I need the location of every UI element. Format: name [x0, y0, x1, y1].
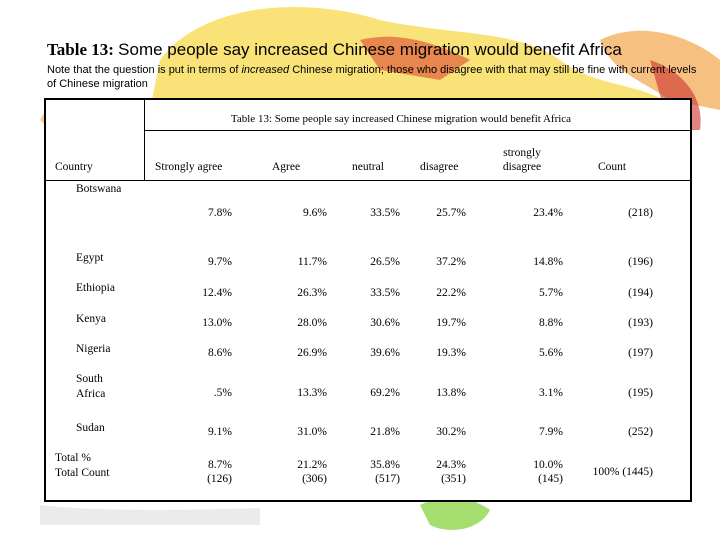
row-egypt-strongly-agree: 9.7% [208, 256, 232, 268]
header-strongly-disagree-line2: disagree [502, 161, 542, 173]
row-nigeria-neutral: 39.6% [370, 347, 400, 359]
row-kenya-country: Kenya [76, 313, 107, 325]
row-nigeria-agree: 26.9% [297, 347, 327, 359]
row-ethiopia-strongly-agree: 12.4% [202, 287, 232, 299]
note-emphasis: increased [241, 64, 290, 76]
total-strongly-agree-percent: 8.7% [208, 459, 232, 471]
total-strongly-disagree-count: (145) [538, 473, 563, 485]
total-strongly-disagree-percent: 10.0% [533, 459, 563, 471]
data-table [44, 98, 692, 502]
row-nigeria-strongly-disagree: 5.6% [539, 347, 563, 359]
row-kenya-neutral: 30.6% [370, 317, 400, 329]
row-nigeria-count: (197) [628, 347, 653, 359]
note-before: Note that the question is put in terms o… [47, 64, 242, 76]
total-label-count: Total Count [55, 467, 110, 479]
row-botswana-neutral: 33.5% [370, 207, 400, 219]
row-ethiopia-disagree: 22.2% [436, 287, 466, 299]
row-botswana-count: (218) [628, 207, 653, 219]
row-sudan-count: (252) [628, 426, 653, 438]
table-caption: Table 13: Some people say increased Chin… [230, 113, 572, 125]
row-kenya-agree: 28.0% [297, 317, 327, 329]
row-botswana-agree: 9.6% [303, 207, 327, 219]
row-egypt-disagree: 37.2% [436, 256, 466, 268]
slide-title-label: Table 13: [47, 40, 114, 59]
row-kenya-strongly-agree: 13.0% [202, 317, 232, 329]
total-neutral-count: (517) [375, 473, 400, 485]
row-botswana-country: Botswana [76, 183, 122, 195]
row-south-africa-disagree: 13.8% [436, 387, 466, 399]
header-country: Country [55, 161, 93, 173]
header-count: Count [598, 161, 627, 173]
table-grid-line [46, 180, 690, 181]
table-grid-line [144, 100, 145, 180]
total-strongly-agree-count: (126) [207, 473, 232, 485]
row-nigeria-strongly-agree: 8.6% [208, 347, 232, 359]
row-kenya-disagree: 19.7% [436, 317, 466, 329]
row-sudan-neutral: 21.8% [370, 426, 400, 438]
header-strongly-agree: Strongly agree [155, 161, 223, 173]
row-nigeria-disagree: 19.3% [436, 347, 466, 359]
slide-title: Table 13: Some people say increased Chin… [47, 40, 622, 60]
header-disagree: disagree [420, 161, 459, 173]
row-botswana-strongly-agree: 7.8% [208, 207, 232, 219]
row-south-africa-agree: 13.3% [297, 387, 327, 399]
total-count: 100% (1445) [592, 466, 653, 478]
row-nigeria-country: Nigeria [76, 343, 111, 355]
row-botswana-strongly-disagree: 23.4% [533, 207, 563, 219]
header-neutral: neutral [352, 161, 384, 173]
total-agree-count: (306) [302, 473, 327, 485]
row-egypt-strongly-disagree: 14.8% [533, 256, 563, 268]
row-south-africa-strongly-agree: .5% [213, 387, 232, 399]
row-egypt-neutral: 26.5% [370, 256, 400, 268]
row-ethiopia-count: (194) [628, 287, 653, 299]
row-south-africa-country-line2: Africa [76, 388, 106, 400]
header-agree: Agree [272, 161, 301, 173]
header-strongly-disagree-line1: strongly [503, 147, 541, 159]
slide-title-text: Some people say increased Chinese migrat… [118, 40, 622, 59]
table-grid-line [144, 130, 690, 131]
total-disagree-count: (351) [441, 473, 466, 485]
row-botswana-disagree: 25.7% [436, 207, 466, 219]
row-kenya-strongly-disagree: 8.8% [539, 317, 563, 329]
row-south-africa-count: (195) [628, 387, 653, 399]
row-sudan-disagree: 30.2% [436, 426, 466, 438]
row-sudan-strongly-disagree: 7.9% [539, 426, 563, 438]
row-south-africa-neutral: 69.2% [370, 387, 400, 399]
row-ethiopia-neutral: 33.5% [370, 287, 400, 299]
row-south-africa-strongly-disagree: 3.1% [539, 387, 563, 399]
row-kenya-count: (193) [628, 317, 653, 329]
row-sudan-strongly-agree: 9.1% [208, 426, 232, 438]
row-south-africa-country-line1: South [76, 373, 103, 385]
row-egypt-country: Egypt [76, 252, 104, 264]
row-sudan-country: Sudan [76, 422, 105, 434]
slide-note: Note that the question is put in terms o… [47, 63, 697, 91]
total-agree-percent: 21.2% [297, 459, 327, 471]
total-neutral-percent: 35.8% [370, 459, 400, 471]
row-egypt-count: (196) [628, 256, 653, 268]
note-after: Chinese migration; those who disagree wi… [47, 64, 697, 90]
row-ethiopia-agree: 26.3% [297, 287, 327, 299]
row-ethiopia-country: Ethiopia [76, 282, 115, 294]
row-egypt-agree: 11.7% [297, 256, 327, 268]
total-label-percent: Total % [55, 452, 91, 464]
row-sudan-agree: 31.0% [297, 426, 327, 438]
row-ethiopia-strongly-disagree: 5.7% [539, 287, 563, 299]
total-disagree-percent: 24.3% [436, 459, 466, 471]
